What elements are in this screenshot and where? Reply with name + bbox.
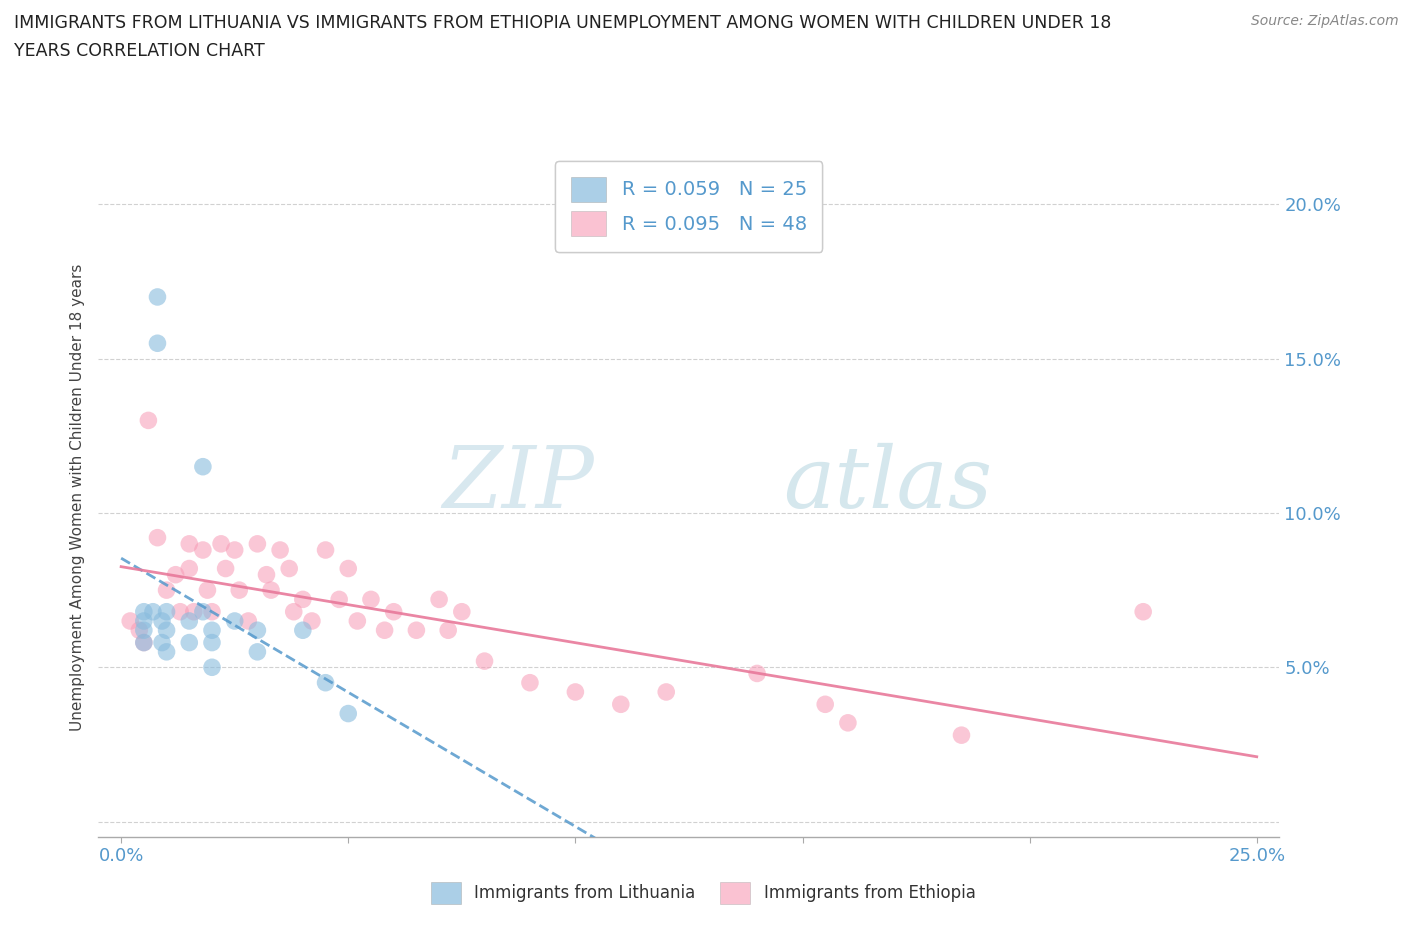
Point bbox=[1132, 604, 1154, 619]
Point bbox=[246, 623, 269, 638]
Point bbox=[283, 604, 305, 619]
Point bbox=[128, 623, 150, 638]
Point bbox=[201, 604, 224, 619]
Point bbox=[132, 635, 155, 650]
Point bbox=[179, 614, 201, 629]
Point bbox=[337, 706, 360, 721]
Point bbox=[191, 604, 214, 619]
Point bbox=[120, 614, 142, 629]
Point bbox=[197, 583, 219, 598]
Point bbox=[209, 537, 232, 551]
Point bbox=[328, 592, 350, 607]
Text: ZIP: ZIP bbox=[443, 443, 595, 525]
Point bbox=[315, 675, 337, 690]
Point bbox=[474, 654, 496, 669]
Text: IMMIGRANTS FROM LITHUANIA VS IMMIGRANTS FROM ETHIOPIA UNEMPLOYMENT AMONG WOMEN W: IMMIGRANTS FROM LITHUANIA VS IMMIGRANTS … bbox=[14, 14, 1111, 32]
Point bbox=[256, 567, 278, 582]
Point bbox=[132, 604, 155, 619]
Point bbox=[837, 715, 859, 730]
Point bbox=[150, 614, 173, 629]
Point bbox=[155, 583, 177, 598]
Point bbox=[214, 561, 236, 576]
Point bbox=[179, 561, 201, 576]
Point bbox=[146, 289, 169, 304]
Point bbox=[346, 614, 368, 629]
Point bbox=[224, 614, 246, 629]
Point bbox=[138, 413, 160, 428]
Point bbox=[179, 635, 201, 650]
Point bbox=[437, 623, 460, 638]
Point bbox=[201, 635, 224, 650]
Point bbox=[155, 644, 177, 659]
Point bbox=[450, 604, 472, 619]
Point bbox=[246, 644, 269, 659]
Point bbox=[382, 604, 405, 619]
Point bbox=[610, 697, 633, 711]
Point bbox=[191, 542, 214, 557]
Point bbox=[146, 530, 169, 545]
Point bbox=[374, 623, 396, 638]
Point bbox=[228, 583, 250, 598]
Text: Source: ZipAtlas.com: Source: ZipAtlas.com bbox=[1251, 14, 1399, 28]
Point bbox=[950, 727, 973, 742]
Point bbox=[146, 336, 169, 351]
Point bbox=[132, 623, 155, 638]
Point bbox=[269, 542, 291, 557]
Text: atlas: atlas bbox=[783, 443, 993, 525]
Point bbox=[814, 697, 837, 711]
Point bbox=[155, 623, 177, 638]
Point bbox=[183, 604, 205, 619]
Point bbox=[315, 542, 337, 557]
Point bbox=[150, 635, 173, 650]
Point bbox=[519, 675, 541, 690]
Point bbox=[405, 623, 427, 638]
Point bbox=[360, 592, 382, 607]
Point bbox=[155, 604, 177, 619]
Point bbox=[337, 561, 360, 576]
Point bbox=[564, 684, 586, 699]
Point bbox=[224, 542, 246, 557]
Point bbox=[201, 660, 224, 675]
Point bbox=[179, 537, 201, 551]
Point bbox=[291, 592, 314, 607]
Point bbox=[165, 567, 187, 582]
Point bbox=[142, 604, 165, 619]
Point bbox=[191, 459, 214, 474]
Legend: R = 0.059   N = 25, R = 0.095   N = 48: R = 0.059 N = 25, R = 0.095 N = 48 bbox=[555, 161, 823, 252]
Y-axis label: Unemployment Among Women with Children Under 18 years: Unemployment Among Women with Children U… bbox=[70, 264, 86, 731]
Text: YEARS CORRELATION CHART: YEARS CORRELATION CHART bbox=[14, 42, 264, 60]
Point bbox=[291, 623, 314, 638]
Point bbox=[169, 604, 191, 619]
Point bbox=[132, 614, 155, 629]
Point bbox=[246, 537, 269, 551]
Point bbox=[201, 623, 224, 638]
Legend: Immigrants from Lithuania, Immigrants from Ethiopia: Immigrants from Lithuania, Immigrants fr… bbox=[418, 869, 988, 917]
Point bbox=[745, 666, 768, 681]
Point bbox=[260, 583, 283, 598]
Point bbox=[278, 561, 301, 576]
Point bbox=[427, 592, 450, 607]
Point bbox=[655, 684, 678, 699]
Point bbox=[238, 614, 260, 629]
Point bbox=[301, 614, 323, 629]
Point bbox=[132, 635, 155, 650]
